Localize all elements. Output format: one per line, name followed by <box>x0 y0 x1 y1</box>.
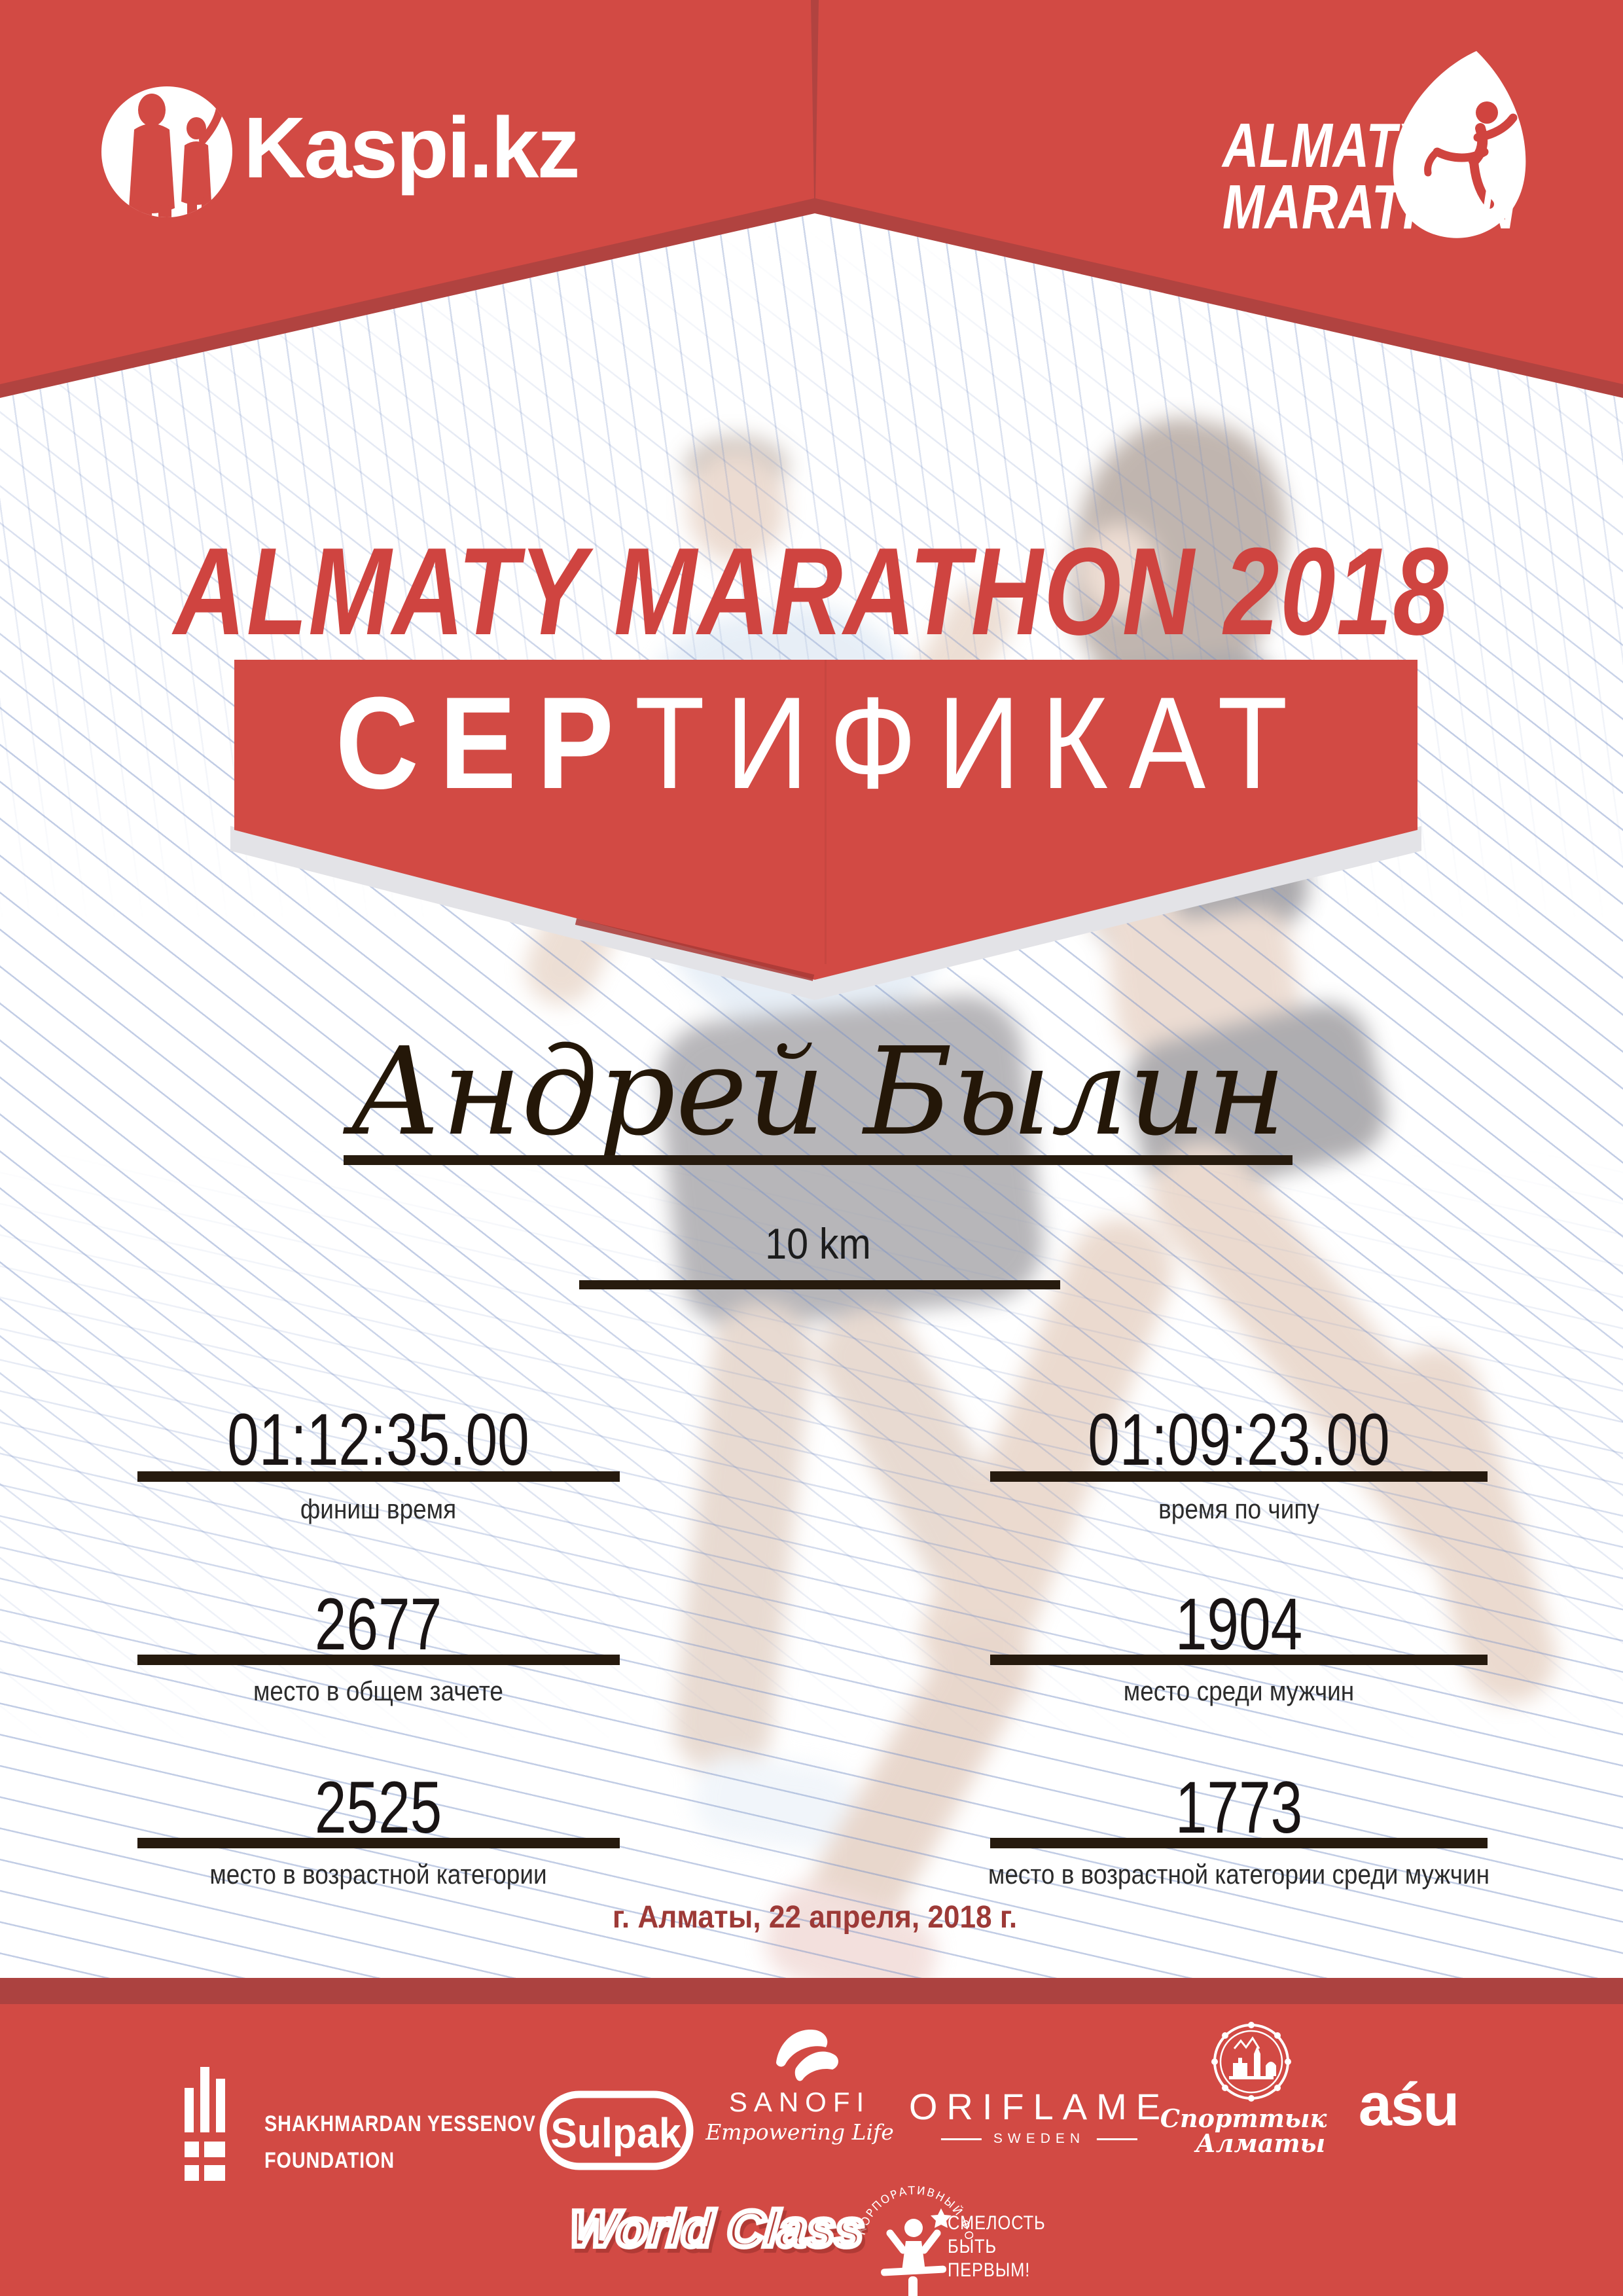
stat-divider-line <box>990 1838 1488 1848</box>
sport-almaty-emblem-icon <box>1211 2022 1291 2102</box>
sulpak-logo-label: Sulpak <box>550 2109 681 2157</box>
sport-almaty-label-line2: Алматы <box>1195 2128 1326 2158</box>
men-place-label: место среди мужчин <box>1123 1676 1355 1706</box>
race-distance: 10 km <box>765 1219 871 1268</box>
sanofi-logo-label: SANOFI <box>728 2087 871 2117</box>
event-date-location: г. Алматы, 22 апреля, 2018 г. <box>612 1900 1018 1935</box>
asu-logo-label: aśu <box>1358 2072 1460 2138</box>
yessenov-foundation-line1: SHAKHMARDAN YESSENOV <box>264 2111 536 2136</box>
oriflame-country-row: SWEDEN <box>940 2131 1138 2147</box>
name-underline <box>344 1155 1293 1165</box>
certificate-ribbon-title: СЕРТИФИКАТ <box>336 678 1309 809</box>
oriflame-dash-right <box>1097 2138 1138 2140</box>
participant-name: Андрей Былин <box>349 1021 1287 1162</box>
runner-photo-shape <box>802 1291 1037 1615</box>
runner-photo-shape <box>669 1299 817 1778</box>
sport-almaty-label-line1: Спорттык <box>1160 2104 1327 2133</box>
yessenov-foundation-icon <box>185 2067 225 2181</box>
chip-time-value: 01:09:23.00 <box>1088 1399 1390 1480</box>
age-place-label: место в возрастной категории <box>209 1859 547 1890</box>
finish-time-value: 01:12:35.00 <box>227 1399 529 1480</box>
yessenov-foundation-line2: FOUNDATION <box>264 2148 395 2173</box>
runner-photo-shape <box>754 1872 948 2022</box>
courage-fund-line3: ПЕРВЫМ! <box>948 2259 1031 2281</box>
finish-time-label: финиш время <box>300 1494 457 1524</box>
overall-place-value: 2677 <box>314 1583 442 1665</box>
almaty-marathon-logo-line1: ALMATY <box>1222 111 1432 181</box>
courage-fund-line2: БЫТЬ <box>948 2236 997 2257</box>
sanofi-tagline: Empowering Life <box>705 2119 894 2145</box>
kaspi-logo-icon <box>101 86 232 217</box>
almaty-marathon-logo-line2: MARATHON <box>1222 172 1516 242</box>
kaspi-logo-label: Kaspi.kz <box>243 99 580 196</box>
sanofi-bird-icon <box>776 2030 838 2081</box>
certificate-word-thin: ТИФИКАТ <box>634 670 1309 816</box>
stat-divider-line <box>990 1655 1488 1665</box>
stat-divider-line <box>137 1471 620 1482</box>
page-title: ALMATY MARATHON 2018 <box>173 522 1450 661</box>
stat-divider-line <box>137 1655 620 1665</box>
world-class-logo-label: World Class <box>565 2197 868 2260</box>
runner-photo-shape <box>688 1749 863 1857</box>
age-men-place-label: место в возрастной категории среди мужчи… <box>988 1859 1490 1890</box>
runner-photo-shape <box>684 435 789 497</box>
stat-divider-line <box>990 1471 1488 1482</box>
stat-divider-line <box>137 1838 620 1848</box>
distance-underline <box>579 1280 1060 1289</box>
men-place-value: 1904 <box>1175 1583 1303 1665</box>
overall-place-label: место в общем зачете <box>253 1676 503 1706</box>
age-men-place-value: 1773 <box>1175 1767 1303 1848</box>
oriflame-logo-label: ORIFLAME <box>908 2086 1170 2127</box>
oriflame-country-label: SWEDEN <box>993 2131 1086 2146</box>
courage-fund-line1: СМЕЛОСТЬ <box>948 2212 1046 2234</box>
age-place-value: 2525 <box>314 1767 442 1848</box>
oriflame-dash-left <box>940 2138 982 2140</box>
certificate-word-bold: СЕР <box>335 670 635 816</box>
chip-time-label: время по чипу <box>1158 1494 1319 1524</box>
